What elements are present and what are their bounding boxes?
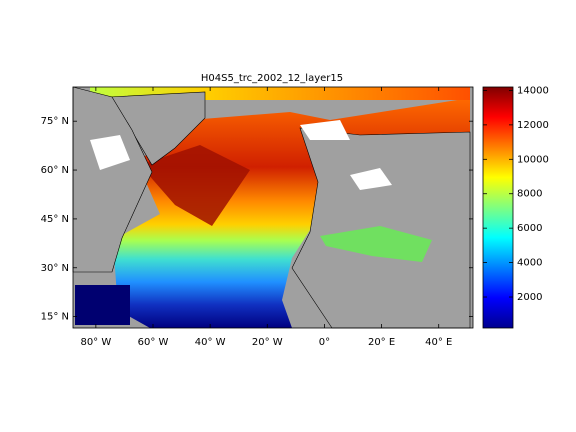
x-tick-label: 40° E — [425, 337, 452, 348]
y-tick-label: 75° N — [41, 116, 69, 127]
ocean-field — [140, 145, 250, 226]
colorbar — [482, 86, 514, 329]
title: H04S5_trc_2002_12_layer15 — [201, 73, 343, 84]
x-tick-label: 80° W — [80, 337, 111, 348]
y-tick-label: 45° N — [41, 214, 69, 225]
x-tick-label: 60° W — [138, 337, 169, 348]
x-tick-label: 20° W — [252, 337, 283, 348]
north-america — [72, 86, 153, 273]
x-tick-label: 0° — [319, 337, 330, 348]
ice — [350, 168, 392, 190]
x-tick-label: 40° W — [195, 337, 226, 348]
y-tick-label: 60° N — [41, 165, 69, 176]
colorbar-tick-label: 14000 — [517, 85, 549, 96]
map-area — [72, 86, 474, 329]
colorbar-tick-label: 2000 — [517, 292, 542, 303]
colorbar-tick-label: 12000 — [517, 120, 549, 131]
ice — [90, 135, 130, 170]
colorbar-tick-label: 8000 — [517, 189, 542, 200]
colorbar-tick-label: 10000 — [517, 154, 549, 165]
caribbean — [75, 285, 130, 325]
y-tick-label: 15° N — [41, 312, 69, 323]
colorbar-tick-label: 6000 — [517, 223, 542, 234]
x-tick-label: 20° E — [368, 337, 395, 348]
y-tick-label: 30° N — [41, 263, 69, 274]
axes-frame — [72, 86, 474, 329]
mediterranean — [320, 226, 432, 262]
colorbar-tick-label: 4000 — [517, 258, 542, 269]
ice — [300, 120, 350, 140]
